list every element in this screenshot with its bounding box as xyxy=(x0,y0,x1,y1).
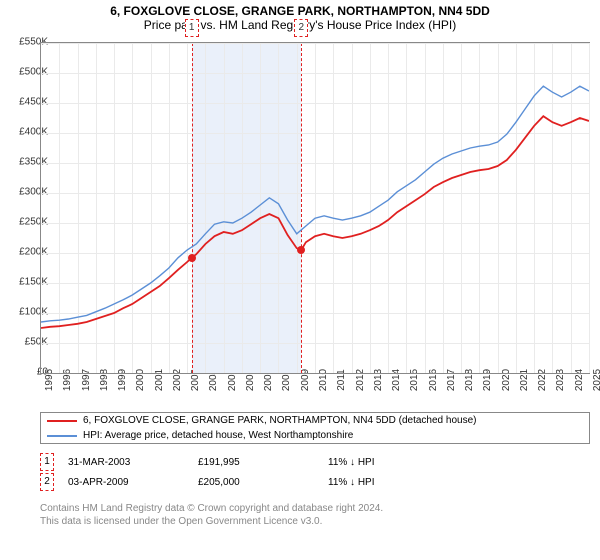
transaction-marker: 2 xyxy=(40,473,54,491)
transaction-marker: 1 xyxy=(40,453,54,471)
gridline-v xyxy=(589,43,590,373)
chart-marker-2: 2 xyxy=(294,19,308,37)
line-series-svg xyxy=(41,43,589,373)
series-hpi xyxy=(41,86,589,322)
transaction-delta: 11% ↓ HPI xyxy=(328,477,458,488)
transaction-row: 2 03-APR-2009£205,00011% ↓ HPI xyxy=(40,472,458,492)
legend-box: 6, FOXGLOVE CLOSE, GRANGE PARK, NORTHAMP… xyxy=(40,412,590,444)
transaction-delta: 11% ↓ HPI xyxy=(328,457,458,468)
legend-swatch xyxy=(47,435,77,437)
transaction-price: £191,995 xyxy=(198,457,328,468)
chart-marker-dot-1 xyxy=(188,254,196,262)
chart-container: 6, FOXGLOVE CLOSE, GRANGE PARK, NORTHAMP… xyxy=(0,0,600,560)
transaction-price: £205,000 xyxy=(198,477,328,488)
chart-marker-1: 1 xyxy=(185,19,199,37)
footer-attribution: Contains HM Land Registry data © Crown c… xyxy=(40,502,383,528)
legend-row: 6, FOXGLOVE CLOSE, GRANGE PARK, NORTHAMP… xyxy=(41,413,589,428)
series-property xyxy=(41,116,589,328)
legend-label: HPI: Average price, detached house, West… xyxy=(83,430,353,441)
footer-line-1: Contains HM Land Registry data © Crown c… xyxy=(40,502,383,515)
footer-line-2: This data is licensed under the Open Gov… xyxy=(40,515,383,528)
legend-label: 6, FOXGLOVE CLOSE, GRANGE PARK, NORTHAMP… xyxy=(83,415,476,426)
legend-row: HPI: Average price, detached house, West… xyxy=(41,428,589,443)
chart-marker-dot-2 xyxy=(297,246,305,254)
chart-title: 6, FOXGLOVE CLOSE, GRANGE PARK, NORTHAMP… xyxy=(0,0,600,18)
x-tick-label: 2025 xyxy=(592,369,600,391)
transaction-date: 31-MAR-2003 xyxy=(68,457,198,468)
plot-area: 12 xyxy=(40,42,590,374)
transaction-row: 1 31-MAR-2003£191,99511% ↓ HPI xyxy=(40,452,458,472)
transaction-date: 03-APR-2009 xyxy=(68,477,198,488)
legend-swatch xyxy=(47,420,77,422)
transaction-table: 1 31-MAR-2003£191,99511% ↓ HPI 2 03-APR-200… xyxy=(40,452,458,492)
